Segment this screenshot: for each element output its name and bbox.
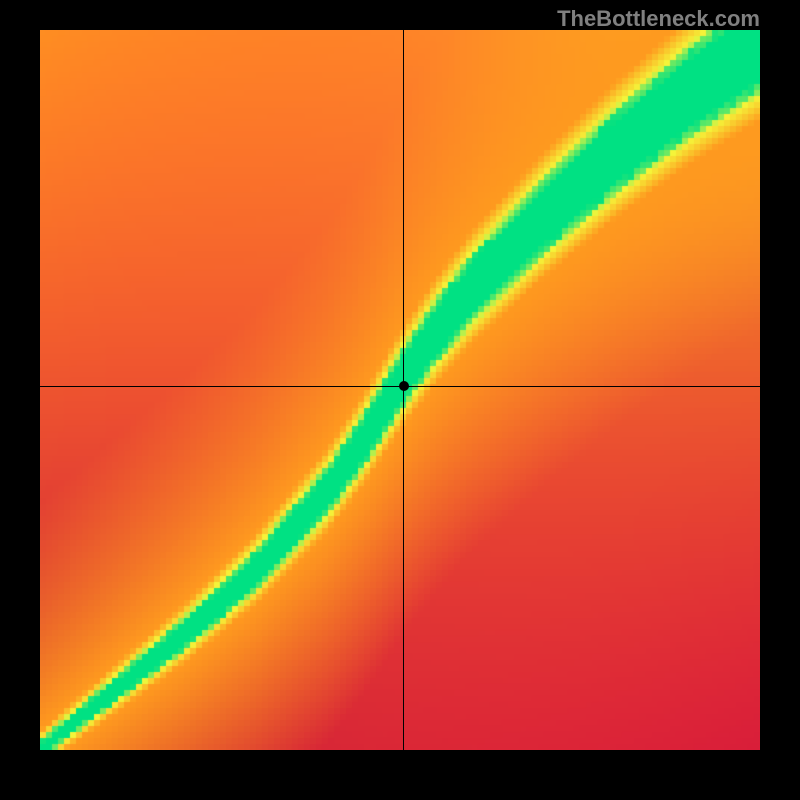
chart-frame: TheBottleneck.com xyxy=(0,0,800,800)
watermark-text: TheBottleneck.com xyxy=(557,6,760,32)
crosshair-marker xyxy=(399,381,409,391)
heatmap-plot xyxy=(40,30,760,750)
